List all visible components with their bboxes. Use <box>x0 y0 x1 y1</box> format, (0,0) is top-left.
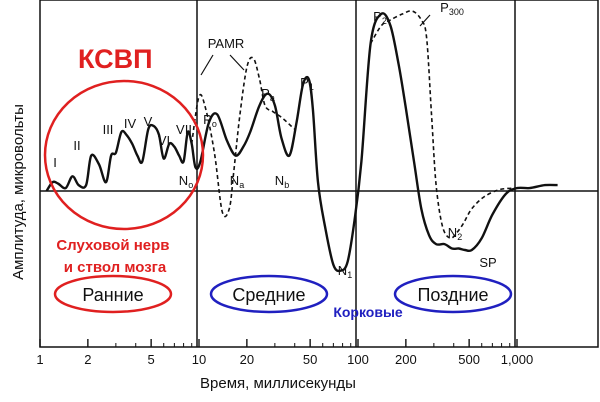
x-tick-labels: 1 2 5 10 20 50 100 200 500 1,000 <box>36 352 533 367</box>
peak-label: III <box>103 122 114 137</box>
brainstem-circle <box>43 79 205 231</box>
peak-label: V <box>144 114 153 129</box>
peak-label: N1 <box>338 263 352 280</box>
peak-label: PAMR <box>208 36 245 51</box>
cortical-label: Корковые <box>333 304 403 320</box>
x-tick-label: 50 <box>303 352 317 367</box>
y-axis-label: Амплитуда, микровольты <box>10 104 27 280</box>
x-tick-label: 20 <box>240 352 254 367</box>
early-oval <box>53 274 173 314</box>
x-tick-label: 1 <box>36 352 43 367</box>
x-tick-label: 100 <box>347 352 369 367</box>
peak-label: Na <box>230 173 244 190</box>
peak-label: P1 <box>300 75 314 92</box>
chart-frame <box>39 0 599 348</box>
early-note: Слуховой нерв и ствол мозга <box>56 237 173 276</box>
middle-label: Средние <box>232 285 305 305</box>
peak-label: Pa <box>261 86 275 103</box>
x-tick-label: 500 <box>458 352 480 367</box>
peak-label: No <box>179 173 193 190</box>
middle-oval <box>209 274 329 314</box>
pamr-leader-2 <box>229 54 245 71</box>
peak-label: P300 <box>440 0 464 17</box>
peak-label: Nb <box>275 173 289 190</box>
p300-leader <box>419 14 431 27</box>
series-solid <box>45 12 558 273</box>
early-note-line-1: Слуховой нерв <box>56 237 169 254</box>
peak-label: IV <box>124 116 137 131</box>
early-label: Ранние <box>82 285 143 305</box>
x-tick-label: 200 <box>395 352 417 367</box>
peak-label: P2 <box>373 9 387 26</box>
peak-label: II <box>73 138 80 153</box>
peak-label: N2 <box>448 225 462 242</box>
peak-label: VII <box>176 122 192 137</box>
pamr-leader-1 <box>200 54 214 76</box>
peak-label: I <box>53 155 57 170</box>
x-tick-label: 10 <box>192 352 206 367</box>
series-dashed <box>190 10 518 240</box>
late-oval <box>393 274 513 314</box>
late-label: Поздние <box>417 285 488 305</box>
chart-title: КСВП <box>78 44 153 74</box>
early-note-line-2: и ствол мозга <box>64 259 167 276</box>
x-ticks <box>39 339 518 347</box>
x-tick-label: 2 <box>84 352 91 367</box>
peak-label: VI <box>158 133 170 148</box>
x-tick-label: 1,000 <box>501 352 534 367</box>
peak-label: Po <box>203 112 217 129</box>
x-axis-label: Время, миллисекунды <box>200 375 356 392</box>
x-tick-label: 5 <box>148 352 155 367</box>
peak-label: SP <box>479 255 496 270</box>
